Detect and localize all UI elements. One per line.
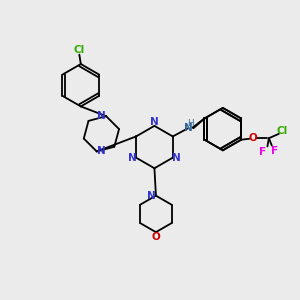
Text: N: N [147, 190, 156, 201]
Text: Cl: Cl [277, 126, 288, 136]
Text: F: F [271, 146, 278, 156]
Text: N: N [128, 153, 136, 163]
Text: N: N [150, 117, 159, 127]
Text: O: O [248, 133, 257, 143]
Text: Cl: Cl [74, 45, 85, 55]
Text: N: N [97, 146, 106, 156]
Text: N: N [184, 123, 193, 133]
Text: N: N [172, 153, 181, 163]
Text: N: N [97, 111, 106, 121]
Text: O: O [152, 232, 160, 242]
Text: F: F [259, 147, 266, 157]
Text: H: H [187, 119, 194, 128]
